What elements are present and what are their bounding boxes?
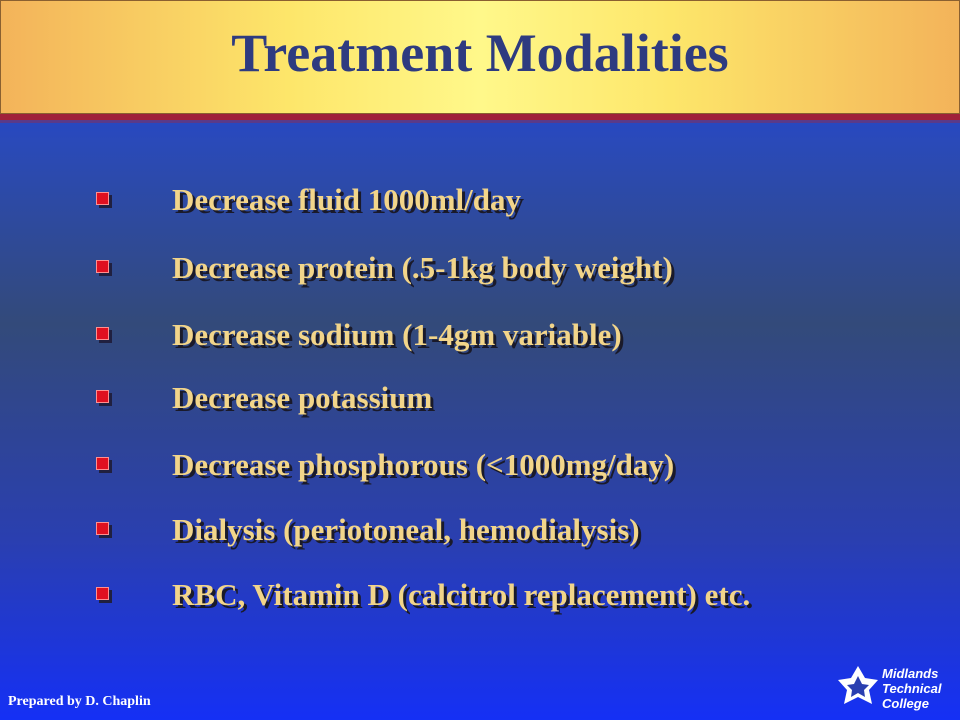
bullet-text: Decrease fluid 1000ml/day bbox=[172, 182, 522, 217]
college-logo: Midlands Technical College bbox=[838, 664, 956, 716]
bullet-text: Decrease phosphorous (<1000mg/day) bbox=[172, 447, 675, 482]
logo-line: Technical bbox=[882, 681, 942, 696]
bullet-text: Decrease protein (.5-1kg body weight) bbox=[172, 250, 673, 285]
logo-line: Midlands bbox=[882, 666, 939, 681]
banner-rule bbox=[0, 120, 960, 123]
logo-icon bbox=[838, 666, 878, 704]
bullet-marker bbox=[96, 390, 109, 403]
banner-rule bbox=[0, 114, 960, 120]
bullet-text: Decrease potassium bbox=[172, 380, 433, 415]
bullet-marker bbox=[96, 457, 109, 470]
slide-title: Treatment Modalities bbox=[231, 23, 729, 83]
bullet-marker bbox=[96, 522, 109, 535]
logo-text: Midlands Technical College bbox=[882, 666, 941, 711]
title-banner bbox=[0, 0, 960, 114]
bullet-marker bbox=[96, 587, 109, 600]
bullet-text: Decrease sodium (1-4gm variable) bbox=[172, 317, 622, 352]
bullet-marker bbox=[96, 260, 109, 273]
bullet-text: Dialysis (periotoneal, hemodialysis) bbox=[172, 512, 640, 547]
bullet-marker bbox=[96, 327, 109, 340]
footer: Prepared by D. Chaplin bbox=[8, 694, 151, 709]
bullet-text: RBC, Vitamin D (calcitrol replacement) e… bbox=[172, 577, 751, 612]
logo-line: College bbox=[882, 696, 929, 711]
bullet-marker bbox=[96, 192, 109, 205]
